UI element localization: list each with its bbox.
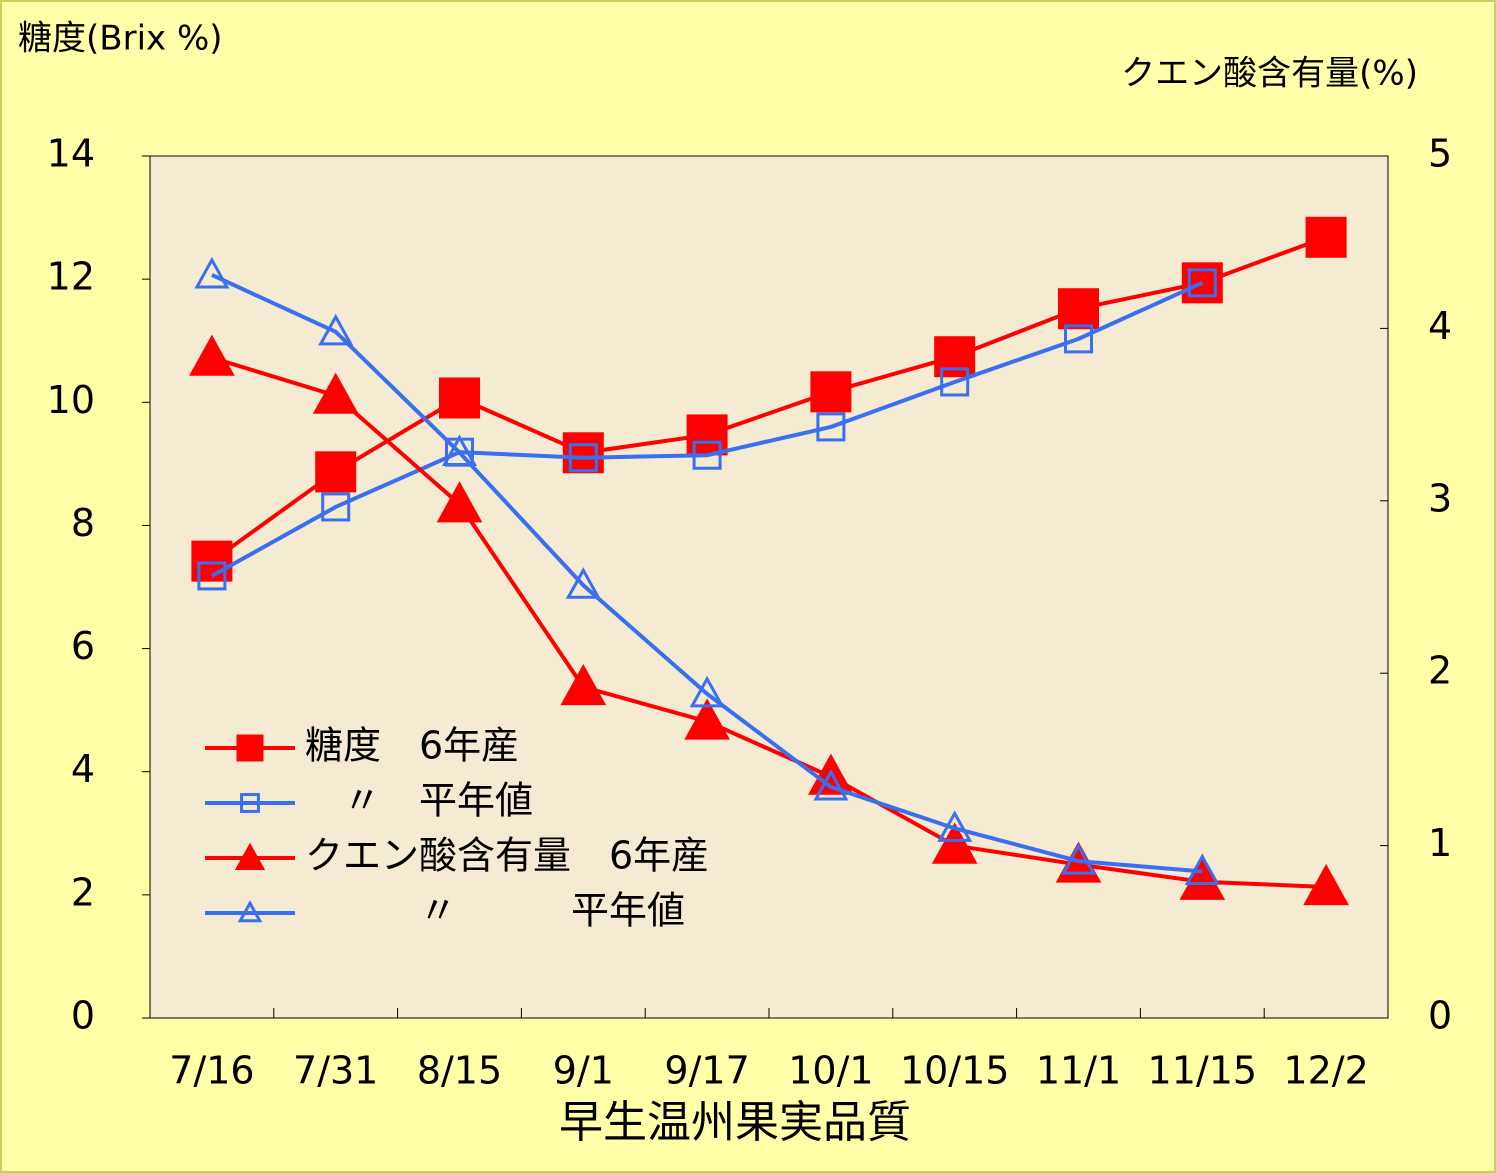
legend-marker — [234, 842, 266, 870]
data-point — [684, 698, 730, 740]
data-point — [568, 443, 598, 473]
data-point — [816, 412, 846, 442]
legend-label: クエン酸含有量 6年産 — [305, 834, 709, 878]
chart-title: 早生温州果実品質 — [559, 1097, 911, 1148]
data-point — [315, 451, 357, 493]
data-point — [1184, 853, 1220, 885]
y-tick-label: 10 — [47, 378, 95, 422]
x-tick-label: 7/16 — [169, 1049, 254, 1093]
x-tick-label: 10/15 — [900, 1049, 1010, 1093]
y-tick-label: 0 — [71, 994, 95, 1038]
data-point — [189, 334, 235, 376]
data-point — [937, 810, 973, 842]
x-tick-label: 9/17 — [664, 1049, 749, 1093]
series-line — [211, 273, 1203, 874]
y2-tick-label: 0 — [1428, 994, 1452, 1038]
y2-tick-label: 4 — [1428, 304, 1452, 348]
data-point — [436, 481, 483, 523]
y-tick-label: 4 — [71, 747, 95, 791]
x-tick-label: 9/1 — [553, 1049, 614, 1093]
y-tick-label: 12 — [47, 255, 95, 299]
y2-tick-label: 2 — [1428, 649, 1452, 693]
data-point — [1179, 858, 1226, 900]
legend-marker — [237, 900, 263, 923]
y-axis-title: 糖度(Brix %) — [18, 19, 223, 59]
y-tick-label: 8 — [71, 501, 95, 545]
data-point — [1305, 216, 1347, 258]
data-point — [1058, 288, 1099, 330]
legend-label: 〃 平年値 — [305, 889, 685, 933]
y2-tick-label: 5 — [1428, 132, 1452, 176]
data-point — [560, 663, 607, 706]
data-point — [1187, 268, 1217, 298]
y2-axis-title: クエン酸含有量(%) — [1121, 54, 1418, 94]
y-tick-label: 2 — [71, 870, 95, 914]
data-point — [931, 822, 978, 864]
data-point — [1303, 863, 1349, 906]
plot-area — [149, 155, 1389, 1019]
x-tick-label: 10/1 — [788, 1049, 873, 1093]
legend-marker — [236, 734, 264, 762]
data-point — [194, 256, 230, 289]
data-point — [940, 367, 970, 397]
data-point — [1060, 843, 1097, 875]
y2-tick-label: 1 — [1428, 821, 1452, 865]
y-tick-label: 14 — [47, 132, 95, 176]
data-point — [318, 313, 354, 346]
legend-label: 糖度 6年産 — [305, 724, 519, 768]
legend-marker — [240, 793, 260, 813]
x-tick-label: 11/15 — [1148, 1049, 1258, 1093]
y2-tick-label: 3 — [1428, 476, 1452, 520]
data-point — [813, 768, 849, 801]
x-tick-label: 11/1 — [1036, 1049, 1121, 1093]
series-line — [210, 281, 1204, 578]
legend-label: 〃 平年値 — [305, 779, 533, 823]
x-tick-label: 12/2 — [1283, 1049, 1368, 1093]
data-point — [565, 567, 601, 599]
data-point — [439, 377, 480, 419]
x-tick-label: 8/15 — [417, 1049, 502, 1093]
series-line — [210, 235, 1327, 563]
data-point — [441, 434, 478, 467]
x-tick-label: 7/31 — [293, 1049, 378, 1093]
y-tick-label: 6 — [71, 624, 95, 668]
series-line — [211, 355, 1327, 889]
data-point — [321, 492, 351, 522]
data-point — [1064, 324, 1093, 354]
data-point — [312, 372, 359, 414]
data-point — [689, 675, 725, 708]
data-point — [810, 371, 852, 413]
data-point — [692, 440, 722, 470]
data-point — [197, 561, 227, 591]
